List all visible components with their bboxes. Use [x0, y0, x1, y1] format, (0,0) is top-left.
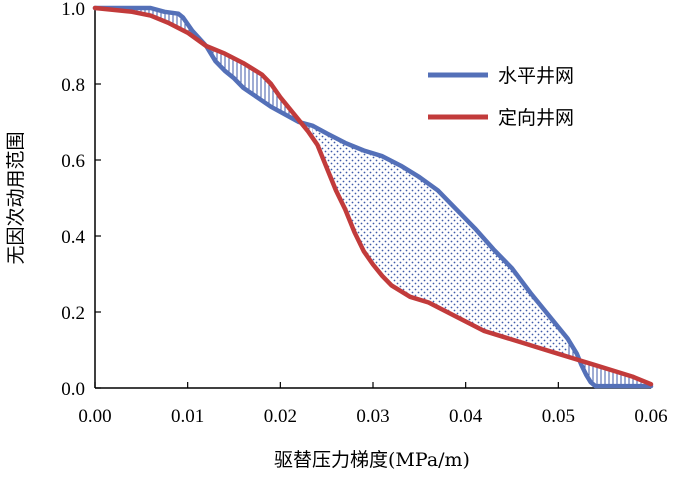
- y-axis-title: 无因次动用范围: [5, 131, 27, 264]
- legend-label-directional: 定向井网: [498, 107, 574, 129]
- dotted-region: [312, 125, 568, 357]
- y-tick-label: 0.2: [61, 303, 85, 324]
- y-tick-label: 0.8: [61, 75, 85, 96]
- series-lines: [92, 5, 654, 389]
- legend-label-horizontal: 水平井网: [498, 65, 574, 87]
- x-tick-label: 0.05: [542, 406, 575, 427]
- y-tick-label: 0.6: [61, 151, 85, 172]
- x-tick-label: 0.03: [356, 406, 389, 427]
- y-tick-label: 0.0: [61, 379, 85, 400]
- hatch-region-2: [206, 46, 313, 139]
- x-tick-label: 0.02: [264, 406, 297, 427]
- tick-labels: 0.00 0.01 0.02 0.03 0.04 0.05 0.06 0.0 0.2 0.4 0.6…: [61, 0, 667, 427]
- y-tick-label: 1.0: [61, 0, 85, 20]
- x-tick-label: 0.01: [171, 406, 204, 427]
- legend: 水平井网 定向井网: [428, 65, 574, 129]
- x-tick-label: 0.04: [449, 406, 483, 427]
- hatch-region-1: [95, 8, 207, 46]
- y-tick-label: 0.4: [61, 227, 85, 248]
- x-axis-title: 驱替压力梯度(MPa/m): [274, 449, 470, 471]
- x-tick-label: 0.06: [634, 406, 667, 427]
- line-directional-well-network: [92, 5, 654, 387]
- x-tick-label: 0.00: [78, 406, 111, 427]
